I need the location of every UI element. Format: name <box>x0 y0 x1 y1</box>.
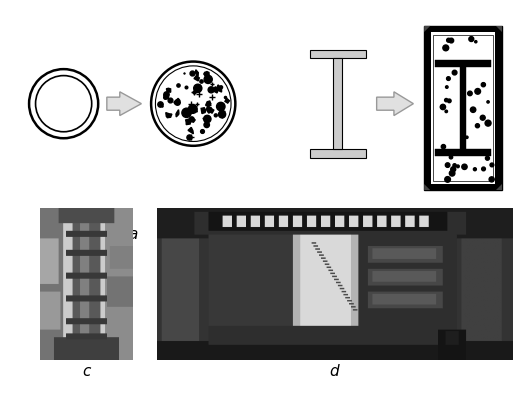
Polygon shape <box>209 107 214 113</box>
Circle shape <box>441 144 446 149</box>
Polygon shape <box>189 118 195 122</box>
Polygon shape <box>496 184 502 190</box>
Circle shape <box>452 70 457 75</box>
Circle shape <box>444 98 448 102</box>
Polygon shape <box>424 184 430 190</box>
Circle shape <box>446 163 450 167</box>
Polygon shape <box>216 85 221 92</box>
Circle shape <box>487 101 489 103</box>
Polygon shape <box>195 70 198 76</box>
Circle shape <box>189 105 197 113</box>
Circle shape <box>474 168 476 171</box>
Text: c: c <box>82 364 90 380</box>
Polygon shape <box>206 101 211 107</box>
Polygon shape <box>164 94 168 99</box>
Polygon shape <box>186 119 191 125</box>
Circle shape <box>440 104 446 110</box>
Bar <box>460 67 466 149</box>
Polygon shape <box>212 87 218 93</box>
Circle shape <box>445 176 450 182</box>
Polygon shape <box>176 110 179 117</box>
Polygon shape <box>174 98 180 104</box>
Circle shape <box>475 41 477 43</box>
Circle shape <box>182 108 191 118</box>
Circle shape <box>189 117 194 122</box>
Circle shape <box>462 164 467 170</box>
Polygon shape <box>225 98 229 103</box>
Circle shape <box>466 136 468 138</box>
Polygon shape <box>496 26 502 32</box>
Circle shape <box>482 167 485 171</box>
Circle shape <box>447 77 450 80</box>
Circle shape <box>470 107 476 112</box>
Circle shape <box>204 75 212 84</box>
Polygon shape <box>376 92 413 116</box>
Circle shape <box>215 114 217 117</box>
Circle shape <box>468 91 472 96</box>
Circle shape <box>203 115 211 123</box>
Circle shape <box>151 62 235 146</box>
Bar <box>333 58 342 149</box>
Circle shape <box>481 82 485 87</box>
Circle shape <box>220 86 222 89</box>
Polygon shape <box>207 106 212 113</box>
Polygon shape <box>166 88 170 92</box>
Polygon shape <box>191 106 198 112</box>
Circle shape <box>485 156 490 160</box>
Circle shape <box>208 87 214 93</box>
Circle shape <box>451 167 456 172</box>
Circle shape <box>485 120 491 126</box>
Text: a: a <box>128 227 138 242</box>
Circle shape <box>446 86 448 88</box>
Bar <box>310 149 366 158</box>
Circle shape <box>218 111 226 118</box>
Circle shape <box>469 36 474 42</box>
Polygon shape <box>107 92 141 116</box>
Bar <box>435 149 491 156</box>
Text: b: b <box>393 227 403 242</box>
Polygon shape <box>188 127 193 134</box>
Circle shape <box>453 164 456 167</box>
Polygon shape <box>196 85 201 90</box>
Polygon shape <box>204 72 209 77</box>
Circle shape <box>449 38 453 43</box>
Circle shape <box>445 110 448 113</box>
Polygon shape <box>424 26 430 32</box>
Circle shape <box>447 38 451 42</box>
Circle shape <box>448 99 451 103</box>
Polygon shape <box>166 112 172 118</box>
Circle shape <box>449 170 455 176</box>
Circle shape <box>457 165 459 168</box>
Bar <box>433 34 493 182</box>
Bar <box>431 32 495 184</box>
Circle shape <box>217 102 225 111</box>
Circle shape <box>480 115 485 120</box>
Bar <box>435 60 491 67</box>
Polygon shape <box>194 75 199 81</box>
Circle shape <box>475 124 479 128</box>
Circle shape <box>489 177 494 182</box>
Text: d: d <box>330 364 339 380</box>
Polygon shape <box>207 108 211 113</box>
Polygon shape <box>201 108 205 114</box>
Circle shape <box>475 88 481 94</box>
Circle shape <box>449 156 452 159</box>
Circle shape <box>443 45 449 51</box>
Circle shape <box>204 122 209 128</box>
Circle shape <box>490 163 494 167</box>
Bar <box>310 50 366 58</box>
Circle shape <box>194 84 202 92</box>
Bar <box>424 26 502 190</box>
